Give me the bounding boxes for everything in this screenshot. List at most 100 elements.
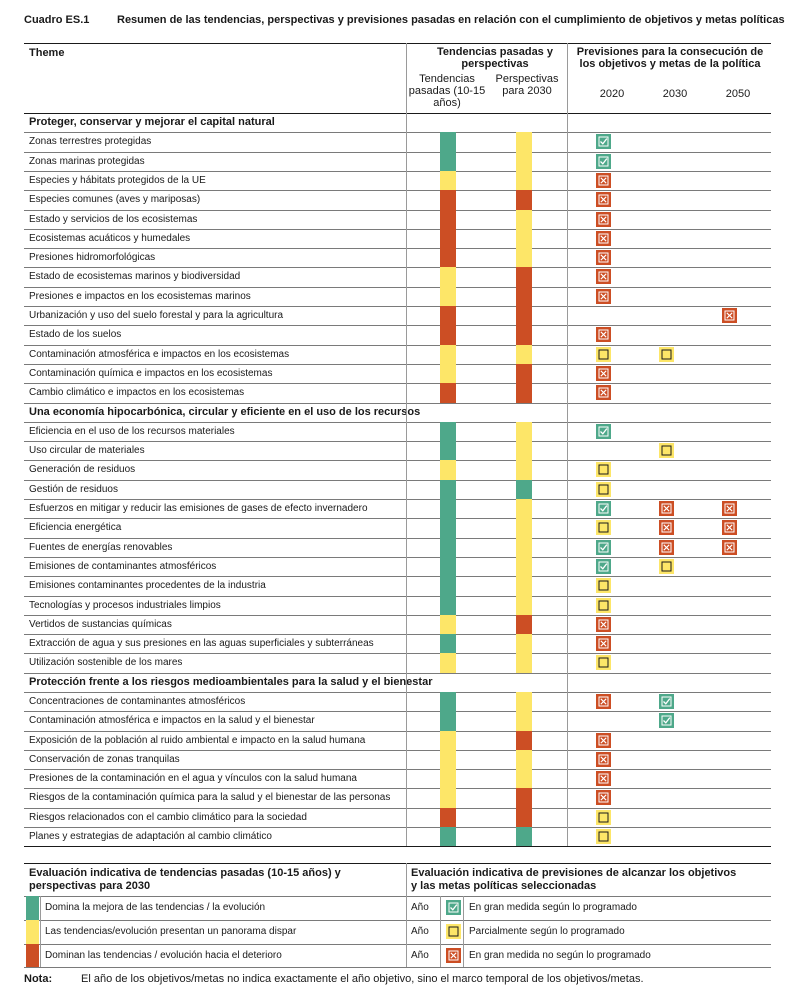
cross-icon bbox=[659, 520, 674, 535]
cross-icon bbox=[722, 540, 737, 555]
row-rule bbox=[24, 325, 771, 326]
partial-icon bbox=[596, 482, 611, 497]
check-icon bbox=[596, 424, 611, 439]
past-trend-cell bbox=[440, 788, 456, 808]
row-rule bbox=[24, 210, 771, 211]
cross-icon bbox=[722, 308, 737, 323]
table-row-label: Ecosistemas acuáticos y humedales bbox=[29, 233, 191, 244]
partial-icon bbox=[659, 443, 674, 458]
table-row-label: Esfuerzos en mitigar y reducir las emisi… bbox=[29, 503, 368, 514]
outlook-cell bbox=[516, 383, 532, 403]
legend-trends-title: Evaluación indicativa de tendencias pasa… bbox=[29, 867, 341, 892]
check-icon bbox=[659, 713, 674, 728]
table-row-label: Gestión de residuos bbox=[29, 484, 118, 495]
table-row-label: Urbanización y uso del suelo forestal y … bbox=[29, 310, 284, 321]
year-2020-header: 2020 bbox=[599, 88, 625, 100]
legend-top-rule bbox=[24, 863, 771, 864]
cross-icon bbox=[596, 269, 611, 284]
section-rule bbox=[24, 692, 771, 693]
row-rule bbox=[24, 364, 771, 365]
cross-icon bbox=[596, 289, 611, 304]
table-row-label: Fuentes de energías renovables bbox=[29, 542, 173, 553]
row-rule bbox=[24, 557, 771, 558]
note-text: El año de los objetivos/metas no indica … bbox=[81, 973, 644, 985]
check-icon bbox=[596, 540, 611, 555]
outlook-cell bbox=[516, 190, 532, 210]
table-row-label: Zonas terrestres protegidas bbox=[29, 136, 152, 147]
table-row-label: Estado y servicios de los ecosistemas bbox=[29, 214, 198, 225]
cross-icon bbox=[596, 771, 611, 786]
legend-swatch-green bbox=[26, 896, 39, 920]
outlook-cell bbox=[516, 615, 532, 634]
outlook-cell bbox=[516, 229, 532, 248]
outlook-cell bbox=[516, 557, 532, 576]
row-rule bbox=[24, 596, 771, 597]
past-trend-cell bbox=[440, 769, 456, 788]
prospects-header: Previsiones para la consecución de los o… bbox=[576, 46, 764, 70]
past-trend-cell bbox=[440, 711, 456, 731]
trends-outlook-header: Perspectivas para 2030 bbox=[495, 73, 559, 97]
partial-icon bbox=[596, 655, 611, 670]
outlook-cell bbox=[516, 731, 532, 750]
check-icon bbox=[659, 694, 674, 709]
row-rule bbox=[24, 653, 771, 654]
past-trend-cell bbox=[440, 499, 456, 518]
caption-label: Cuadro ES.1 bbox=[24, 14, 90, 26]
check-icon bbox=[596, 501, 611, 516]
table-row-label: Contaminación química e impactos en los … bbox=[29, 368, 273, 379]
cross-icon bbox=[596, 231, 611, 246]
cross-icon bbox=[596, 694, 611, 709]
table-row-label: Planes y estrategias de adaptación al ca… bbox=[29, 831, 272, 842]
cross-icon bbox=[596, 250, 611, 265]
row-rule bbox=[24, 769, 771, 770]
partial-icon bbox=[596, 462, 611, 477]
cross-icon bbox=[659, 540, 674, 555]
past-trend-cell bbox=[440, 171, 456, 190]
table-row-label: Eficiencia en el uso de los recursos mat… bbox=[29, 426, 235, 437]
table-row-label: Vertidos de sustancias químicas bbox=[29, 619, 172, 630]
row-rule bbox=[24, 190, 771, 191]
trends-past-header: Tendencias pasadas (10-15 años) bbox=[408, 73, 486, 109]
table-row-label: Conservación de zonas tranquilas bbox=[29, 754, 180, 765]
row-rule bbox=[24, 229, 771, 230]
outlook-cell bbox=[516, 769, 532, 788]
cross-icon bbox=[596, 617, 611, 632]
legend-prospect-text: Parcialmente según lo programado bbox=[469, 926, 625, 937]
legend-year-label: Año bbox=[411, 902, 429, 913]
outlook-cell bbox=[516, 152, 532, 171]
past-trend-cell bbox=[440, 190, 456, 210]
partial-icon bbox=[659, 347, 674, 362]
outlook-cell bbox=[516, 422, 532, 441]
cross-icon bbox=[596, 173, 611, 188]
outlook-cell bbox=[516, 267, 532, 287]
row-rule bbox=[24, 576, 771, 577]
section-title: Una economía hipocarbónica, circular y e… bbox=[29, 405, 421, 418]
cross-icon bbox=[722, 520, 737, 535]
legend-rule bbox=[24, 896, 771, 897]
section-rule bbox=[24, 422, 771, 423]
cross-icon bbox=[596, 212, 611, 227]
cross-icon bbox=[659, 501, 674, 516]
table-row-label: Extracción de agua y sus presiones en la… bbox=[29, 638, 374, 649]
table-row-label: Riesgos relacionados con el cambio climá… bbox=[29, 812, 307, 823]
caption-title: Resumen de las tendencias, perspectivas … bbox=[117, 14, 785, 26]
table-row-label: Cambio climático e impactos en los ecosi… bbox=[29, 387, 245, 398]
row-rule bbox=[24, 306, 771, 307]
outlook-cell bbox=[516, 480, 532, 499]
past-trend-cell bbox=[440, 325, 456, 345]
outlook-cell bbox=[516, 711, 532, 731]
outlook-cell bbox=[516, 827, 532, 846]
trends-header: Tendencias pasadas y perspectivas bbox=[437, 46, 553, 70]
row-rule bbox=[24, 615, 771, 616]
table-row-label: Contaminación atmosférica e impactos en … bbox=[29, 715, 315, 726]
header-rule bbox=[24, 113, 771, 114]
row-rule bbox=[24, 634, 771, 635]
table-row-label: Contaminación atmosférica e impactos en … bbox=[29, 349, 290, 360]
outlook-cell bbox=[516, 171, 532, 190]
past-trend-cell bbox=[440, 808, 456, 827]
table-row-label: Emisiones de contaminantes atmosféricos bbox=[29, 561, 217, 572]
row-rule bbox=[24, 711, 771, 712]
table-row-label: Presiones e impactos en los ecosistemas … bbox=[29, 291, 251, 302]
outlook-cell bbox=[516, 325, 532, 345]
past-trend-cell bbox=[440, 210, 456, 229]
